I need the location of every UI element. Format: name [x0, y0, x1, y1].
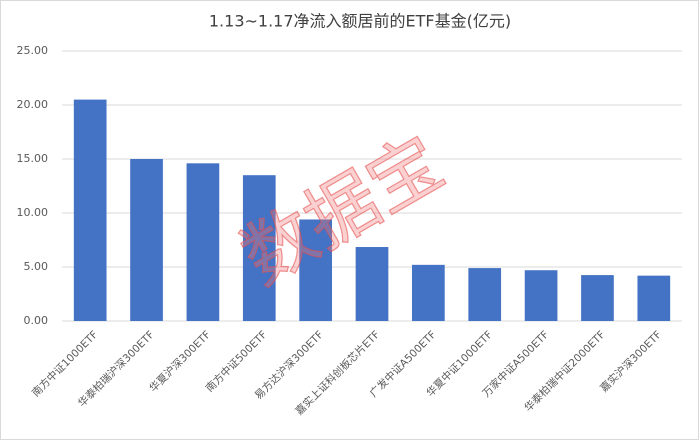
- bar: [637, 275, 671, 321]
- bar: [581, 275, 614, 321]
- bar: [130, 159, 163, 321]
- y-tick-label: 10.00: [17, 206, 49, 219]
- bar: [242, 175, 276, 321]
- y-tick-label: 15.00: [17, 152, 49, 165]
- bar: [73, 99, 107, 321]
- bar: [186, 163, 220, 321]
- bar: [299, 219, 332, 321]
- bar: [468, 268, 502, 321]
- y-tick-label: 25.00: [17, 44, 49, 57]
- bar: [412, 264, 445, 321]
- bar: [355, 247, 389, 321]
- bar: [524, 270, 558, 321]
- y-tick-label: 0.00: [24, 314, 49, 327]
- y-tick-label: 5.00: [24, 260, 49, 273]
- chart-title: 1.13~1.17净流入额居前的ETF基金(亿元): [209, 12, 511, 31]
- y-tick-label: 20.00: [17, 98, 49, 111]
